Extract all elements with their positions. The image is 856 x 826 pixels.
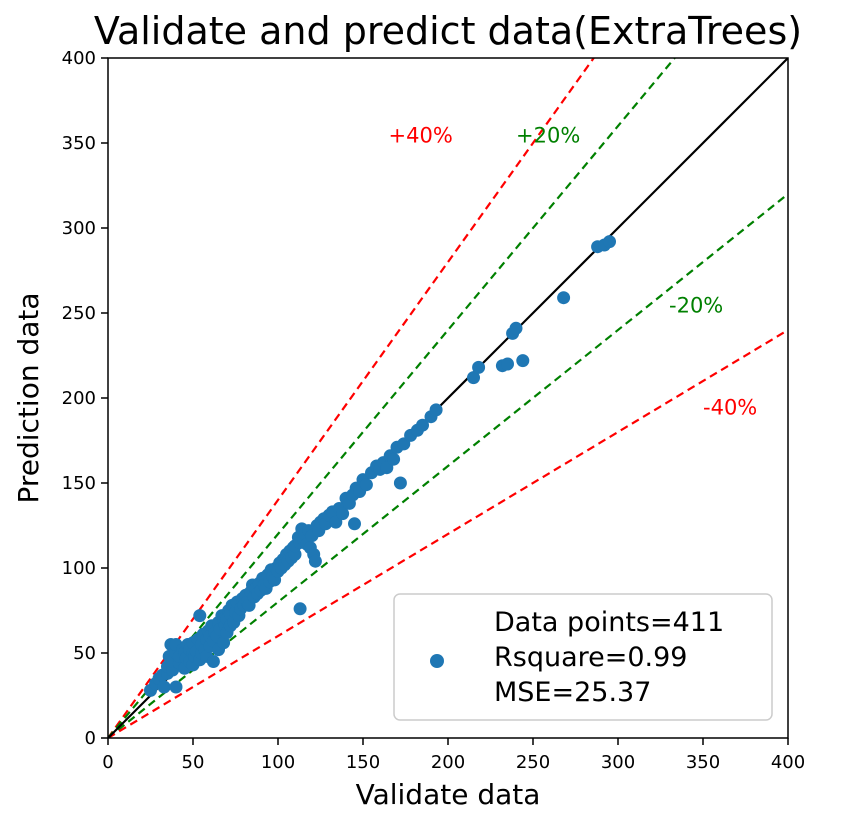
- data-point: [416, 418, 429, 432]
- data-point: [336, 507, 350, 521]
- y-tick-label: 200: [62, 388, 96, 409]
- legend: Data points=411 Rsquare=0.99 MSE=25.37: [393, 593, 773, 721]
- x-tick-label: 200: [431, 752, 465, 773]
- data-point: [516, 354, 530, 368]
- plot-area: [107, 57, 789, 739]
- reference-line-0: [108, 58, 595, 738]
- data-point: [308, 554, 322, 568]
- reference-label-0: +40%: [389, 124, 453, 148]
- data-point: [467, 371, 480, 385]
- x-tick-label: 400: [771, 752, 805, 773]
- chart-title: Validate and predict data(ExtraTrees): [94, 9, 802, 53]
- reference-label-3: -40%: [703, 396, 757, 420]
- data-point: [359, 478, 373, 492]
- x-axis-label: Validate data: [356, 778, 541, 811]
- data-point: [501, 357, 514, 371]
- legend-line-data-points: Data points=411: [494, 607, 724, 638]
- y-tick-label: 250: [62, 303, 96, 324]
- data-point: [387, 452, 401, 466]
- data-point: [169, 680, 183, 694]
- x-tick-label: 0: [102, 752, 113, 773]
- data-point: [429, 403, 443, 417]
- reference-label-2: -20%: [669, 294, 723, 318]
- data-point: [206, 655, 220, 668]
- x-tick-label: 100: [261, 752, 295, 773]
- data-point: [393, 476, 407, 490]
- legend-line-rsquare: Rsquare=0.99: [494, 642, 687, 673]
- x-axis-ticks: 0 50 100 150 200 250 300 350 400: [102, 738, 805, 773]
- data-point: [157, 680, 171, 694]
- y-tick-label: 0: [85, 728, 96, 749]
- data-point: [472, 360, 486, 374]
- data-point: [557, 291, 571, 305]
- legend-marker: [430, 654, 444, 668]
- y-tick-label: 50: [73, 643, 96, 664]
- legend-box: [393, 593, 773, 721]
- y-tick-label: 400: [62, 48, 96, 69]
- reference-line-1: [108, 58, 676, 738]
- x-tick-label: 250: [516, 752, 550, 773]
- reference-label-1: +20%: [516, 124, 580, 148]
- x-tick-label: 300: [601, 752, 635, 773]
- reference-line-3: [108, 329, 788, 738]
- data-point: [348, 517, 361, 531]
- x-tick-label: 150: [346, 752, 380, 773]
- y-tick-label: 300: [62, 218, 96, 239]
- data-point: [603, 235, 616, 249]
- y-axis-label: Prediction data: [12, 292, 45, 503]
- y-tick-label: 100: [62, 558, 96, 579]
- data-point: [509, 321, 523, 335]
- data-point: [293, 602, 307, 616]
- x-tick-label: 50: [182, 752, 205, 773]
- y-tick-label: 150: [62, 473, 96, 494]
- x-tick-label: 350: [686, 752, 720, 773]
- data-points: [144, 235, 616, 697]
- y-tick-label: 350: [62, 133, 96, 154]
- data-point: [217, 636, 231, 650]
- data-point: [193, 609, 207, 623]
- y-axis-ticks: 0 50 100 150 200 250 300 350 400: [62, 48, 108, 749]
- legend-line-mse: MSE=25.37: [494, 677, 651, 708]
